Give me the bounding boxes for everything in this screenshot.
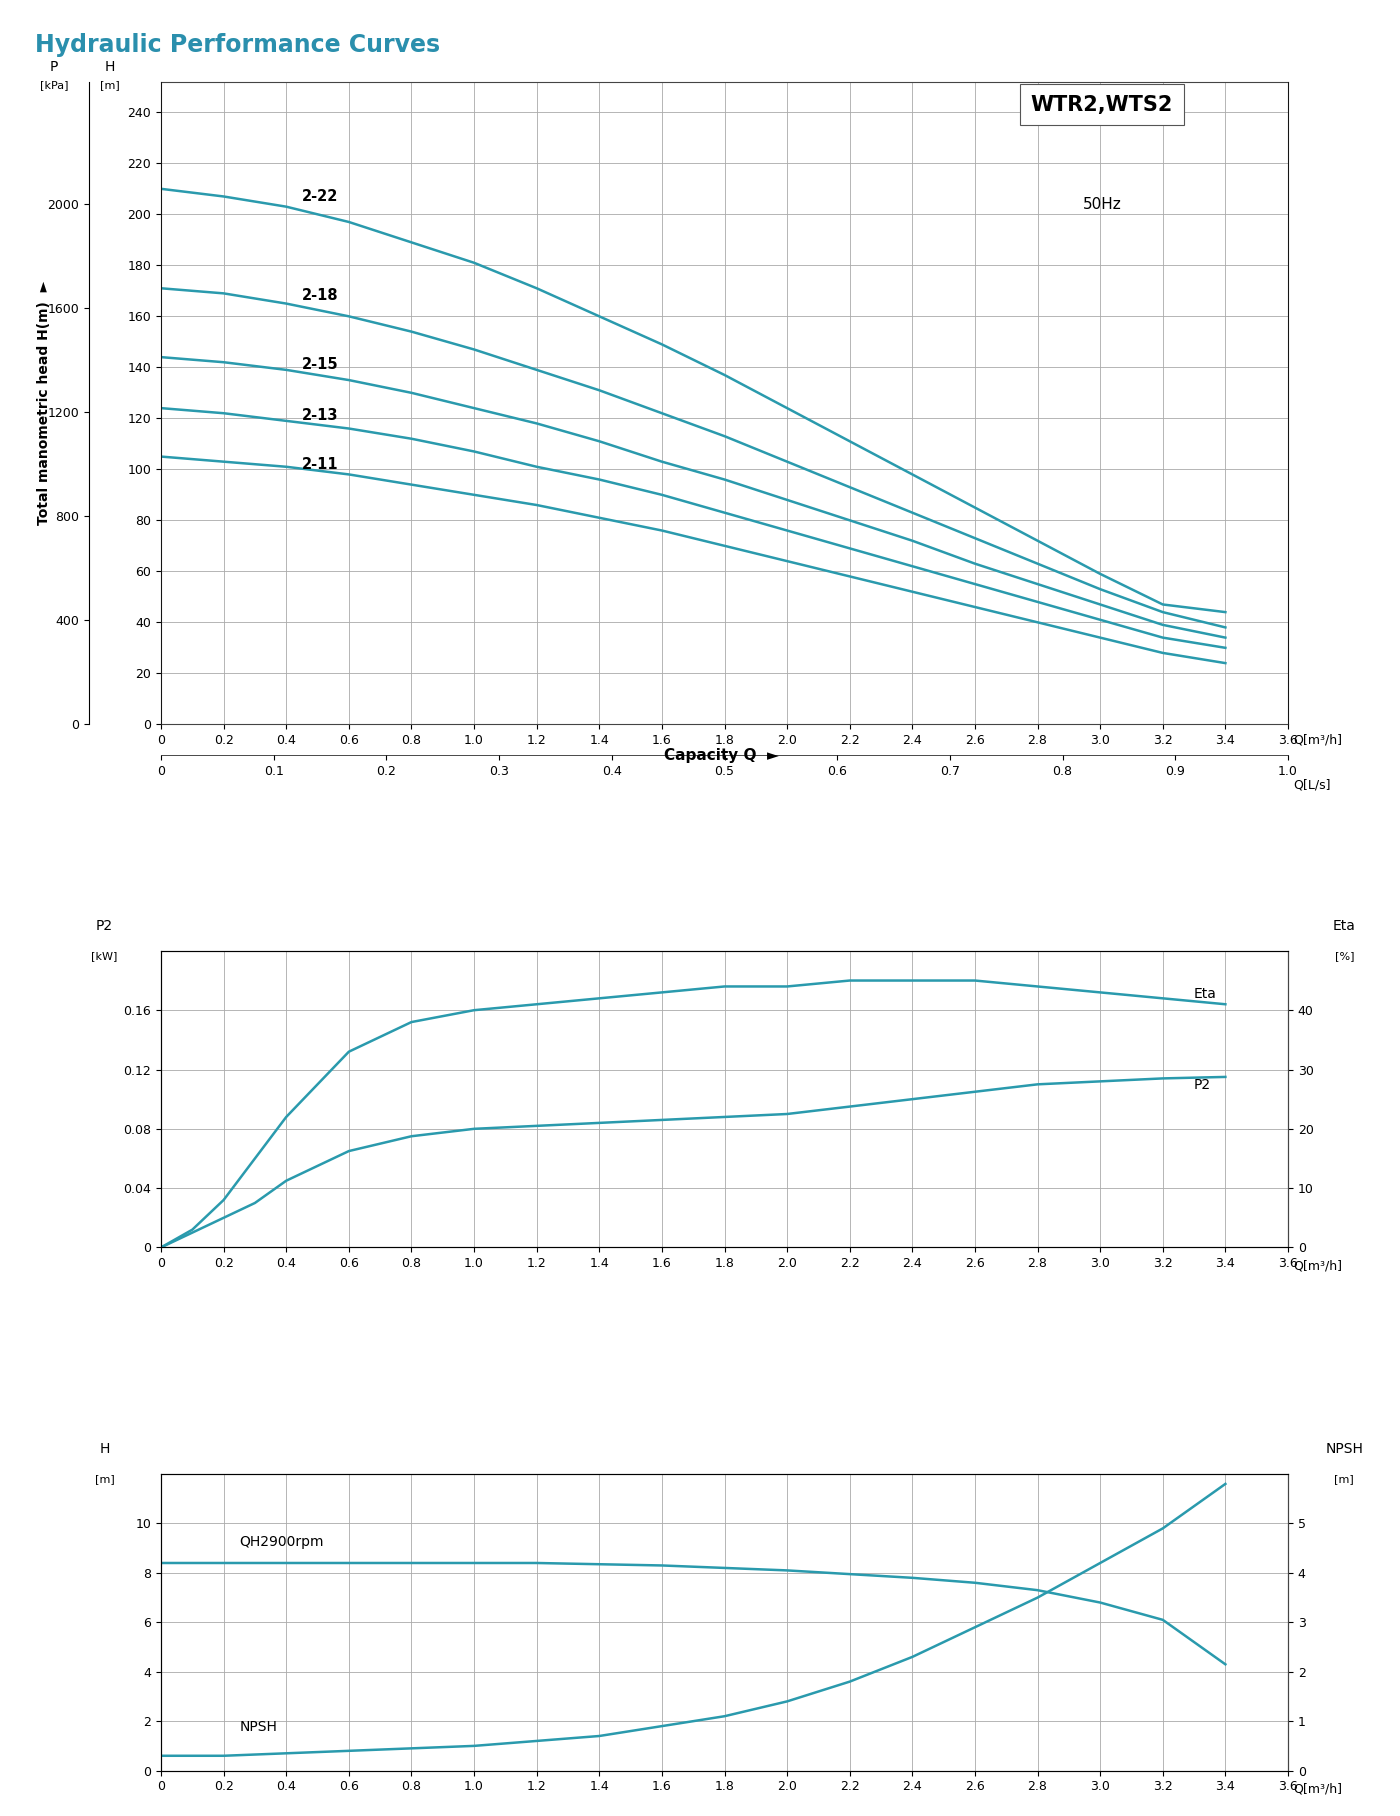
Text: Q[m³/h]: Q[m³/h] [1294,1783,1343,1796]
Text: [%]: [%] [1334,952,1354,961]
Y-axis label: Total manometric head H(m)  ►: Total manometric head H(m) ► [36,281,50,525]
Text: Eta: Eta [1333,919,1355,933]
Text: WTR2,WTS2: WTR2,WTS2 [1030,94,1173,114]
Text: QH2900rpm: QH2900rpm [239,1535,323,1549]
Text: 50Hz: 50Hz [1082,198,1121,212]
Text: 2-22: 2-22 [302,189,339,203]
Text: 2-13: 2-13 [302,409,339,423]
Text: 2-18: 2-18 [302,289,339,303]
Text: Hydraulic Performance Curves: Hydraulic Performance Curves [35,33,440,56]
Text: [m]: [m] [1334,1475,1354,1484]
Text: H: H [99,1442,109,1456]
Text: NPSH: NPSH [239,1720,277,1734]
Text: [m]: [m] [95,1475,115,1484]
Text: P2: P2 [97,919,113,933]
Text: Capacity Q  ►: Capacity Q ► [664,748,778,763]
Text: NPSH: NPSH [1326,1442,1364,1456]
Text: Eta: Eta [1194,988,1217,1001]
Text: Q[m³/h]: Q[m³/h] [1294,1258,1343,1273]
Text: 2-11: 2-11 [302,456,339,472]
Text: H: H [105,60,115,74]
Text: P: P [50,60,59,74]
Text: [kPa]: [kPa] [39,80,69,91]
Text: 2-15: 2-15 [302,358,339,372]
Text: [m]: [m] [101,80,120,91]
Text: Q[m³/h]: Q[m³/h] [1294,734,1343,746]
Text: P2: P2 [1194,1077,1211,1091]
Text: [kW]: [kW] [91,952,118,961]
Text: Q[L/s]: Q[L/s] [1294,779,1331,792]
